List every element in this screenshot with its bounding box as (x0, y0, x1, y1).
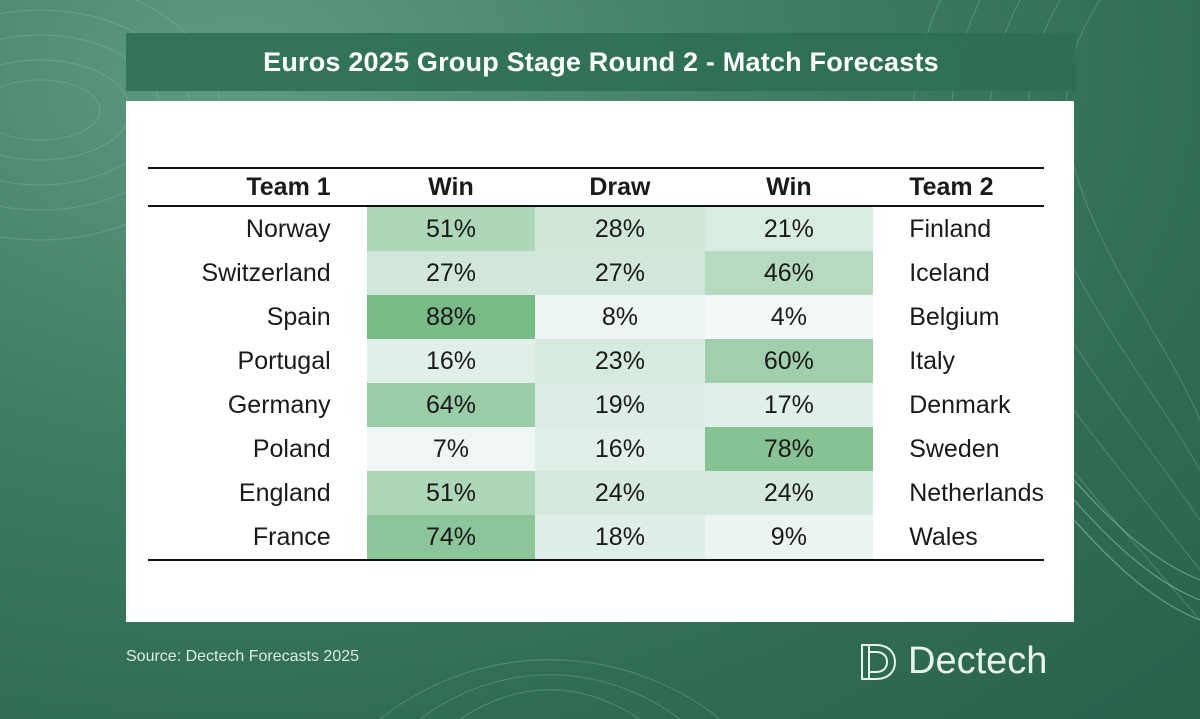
win-2-cell: 4% (704, 295, 874, 339)
table-row: Spain 88% 8% 4% Belgium (148, 295, 1044, 339)
team-1-cell: Switzerland (201, 258, 331, 287)
table-header-row: Team 1 Win Draw Win Team 2 (148, 168, 1044, 207)
team-2-cell: Sweden (909, 434, 1000, 463)
forecast-table: Team 1 Win Draw Win Team 2 Norway 51% 28… (148, 167, 1044, 561)
header-win-1: Win (366, 168, 536, 207)
header-team-1: Team 1 (148, 168, 367, 207)
header-team-2: Team 2 (873, 168, 1044, 207)
header-draw: Draw (535, 168, 705, 207)
team-2-cell: Netherlands (909, 478, 1044, 507)
brand-name: Dectech (908, 640, 1048, 682)
win-1-cell: 88% (366, 295, 536, 339)
table-row: Germany 64% 19% 17% Denmark (148, 383, 1044, 427)
win-1-cell: 16% (366, 339, 536, 383)
table-row: Norway 51% 28% 21% Finland (148, 206, 1044, 251)
win-2-cell: 21% (704, 206, 874, 251)
team-2-cell: Finland (909, 214, 992, 243)
team-1-cell: England (238, 478, 331, 507)
win-1-cell: 27% (366, 251, 536, 295)
header-win-2: Win (704, 168, 874, 207)
title-band: Euros 2025 Group Stage Round 2 - Match F… (126, 33, 1076, 91)
win-2-cell: 9% (704, 515, 874, 560)
table-row: France 74% 18% 9% Wales (148, 515, 1044, 560)
team-2-cell: Wales (909, 522, 978, 551)
win-2-cell: 60% (704, 339, 874, 383)
page-title: Euros 2025 Group Stage Round 2 - Match F… (263, 46, 939, 77)
team-1-cell: France (252, 522, 331, 551)
team-1-cell: Germany (227, 390, 331, 419)
win-1-cell: 51% (366, 471, 536, 515)
win-1-cell: 64% (366, 383, 536, 427)
table-row: Portugal 16% 23% 60% Italy (148, 339, 1044, 383)
table-row: Switzerland 27% 27% 46% Iceland (148, 251, 1044, 295)
team-2-cell: Belgium (909, 302, 1000, 331)
dectech-logo-icon (861, 643, 897, 680)
forecast-panel: Team 1 Win Draw Win Team 2 Norway 51% 28… (126, 101, 1074, 622)
team-2-cell: Italy (909, 346, 956, 375)
draw-cell: 24% (535, 471, 705, 515)
source-note: Source: Dectech Forecasts 2025 (126, 648, 360, 665)
team-2-cell: Denmark (909, 390, 1011, 419)
draw-cell: 23% (535, 339, 705, 383)
win-1-cell: 7% (366, 427, 536, 471)
team-2-cell: Iceland (909, 258, 990, 287)
draw-cell: 18% (535, 515, 705, 560)
draw-cell: 28% (535, 206, 705, 251)
team-1-cell: Poland (252, 434, 331, 463)
win-1-cell: 51% (366, 206, 536, 251)
table-row: England 51% 24% 24% Netherlands (148, 471, 1044, 515)
win-2-cell: 17% (704, 383, 874, 427)
win-2-cell: 24% (704, 471, 874, 515)
win-1-cell: 74% (366, 515, 536, 560)
draw-cell: 27% (535, 251, 705, 295)
draw-cell: 16% (535, 427, 705, 471)
team-1-cell: Norway (245, 214, 331, 243)
draw-cell: 19% (535, 383, 705, 427)
team-1-cell: Spain (266, 302, 331, 331)
win-2-cell: 46% (704, 251, 874, 295)
table-row: Poland 7% 16% 78% Sweden (148, 427, 1044, 471)
team-1-cell: Portugal (237, 346, 331, 375)
win-2-cell: 78% (704, 427, 874, 471)
draw-cell: 8% (535, 295, 705, 339)
dectech-logo: Dectech (858, 640, 1047, 683)
